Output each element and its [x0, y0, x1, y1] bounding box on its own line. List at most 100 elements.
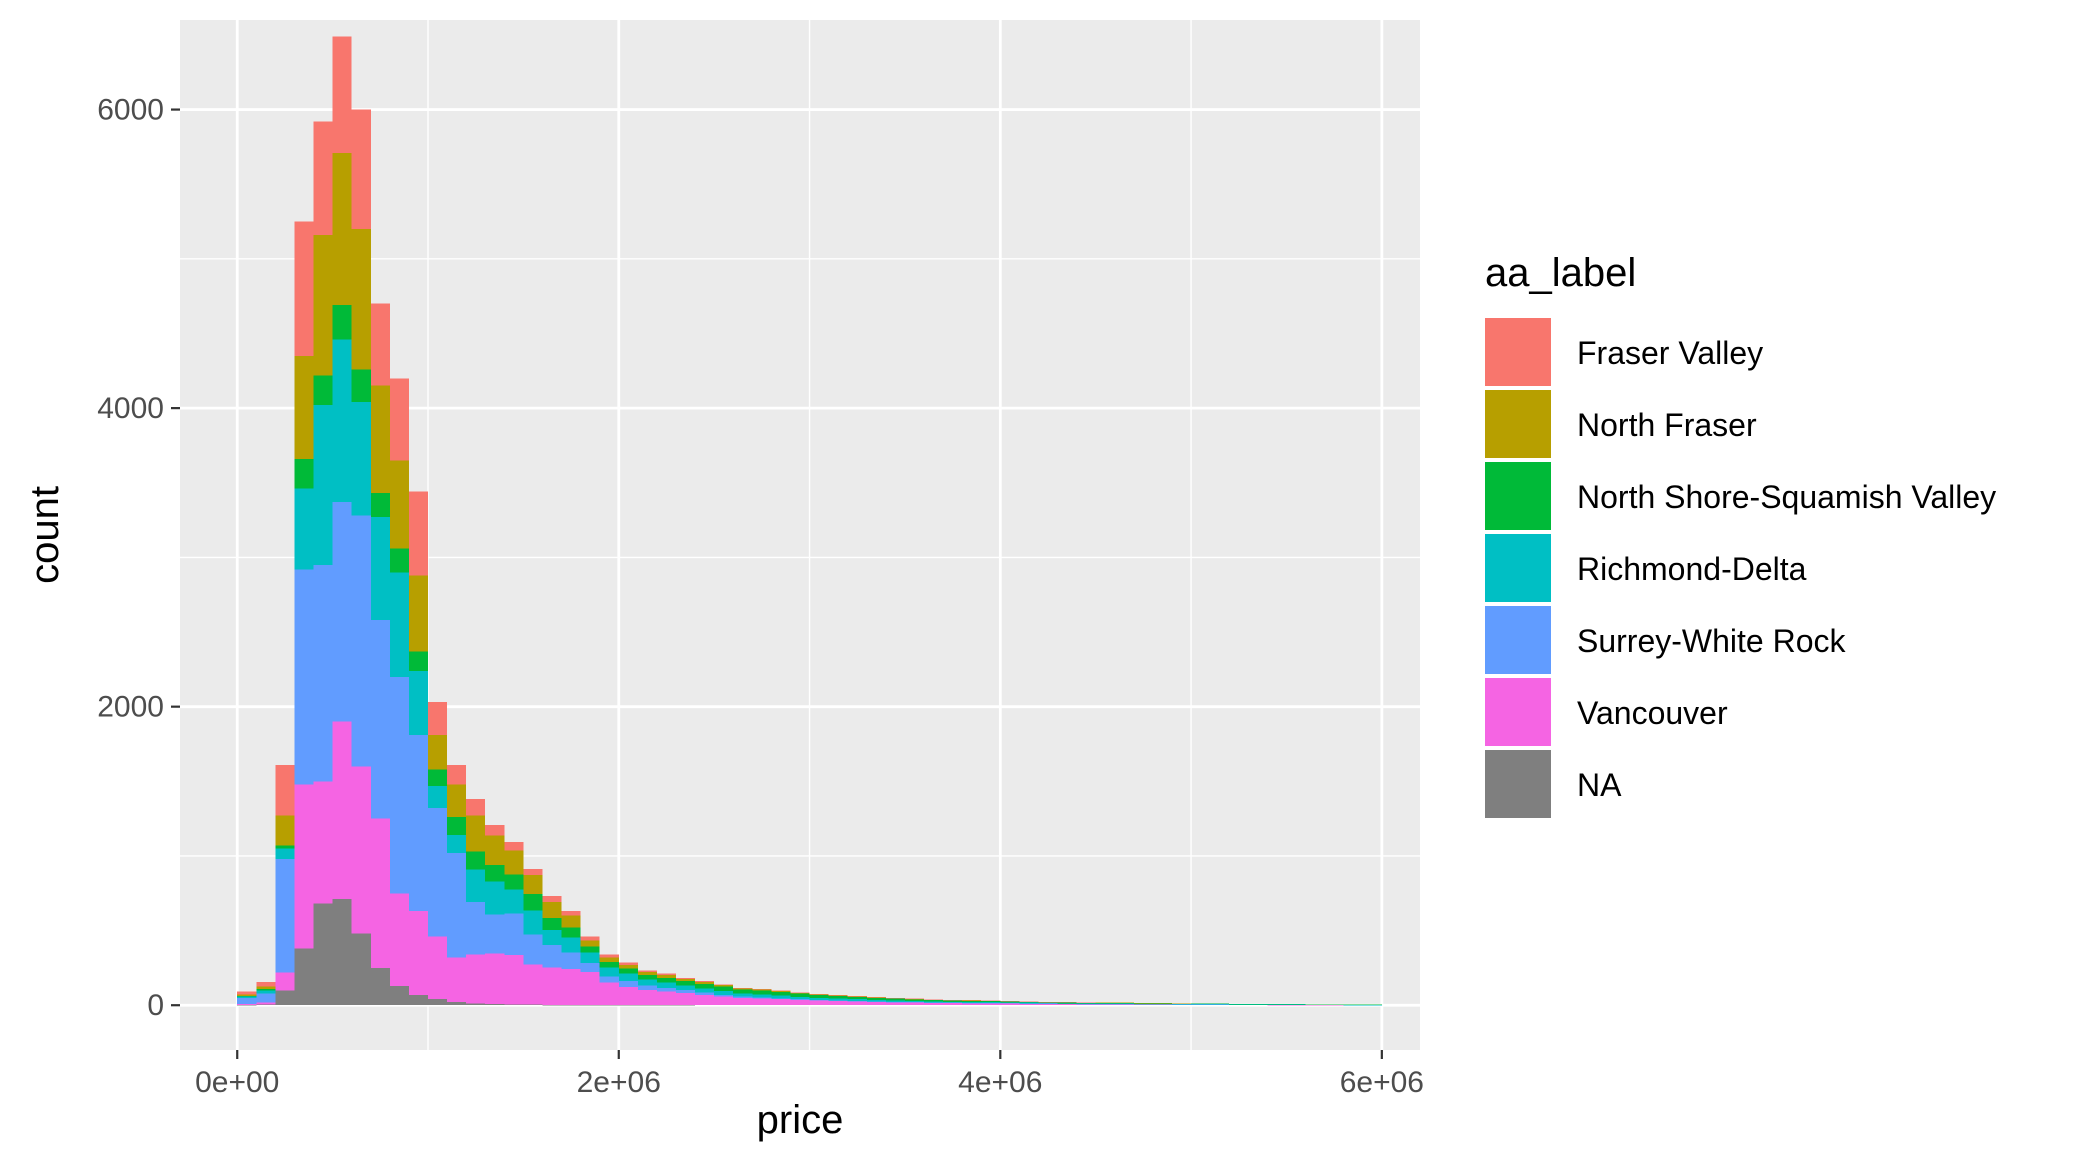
bar-segment: [504, 913, 524, 956]
bar-segment: [523, 868, 543, 875]
bar-segment: [904, 1002, 924, 1003]
bar-segment: [428, 785, 448, 809]
bar-segment: [428, 769, 448, 786]
bar-segment: [256, 993, 276, 1003]
bar-segment: [485, 1004, 505, 1006]
bar-segment: [237, 991, 257, 995]
bar-segment: [237, 994, 257, 996]
bar-segment: [351, 933, 371, 1006]
legend-key: [1485, 390, 1551, 458]
bar-segment: [1362, 1004, 1382, 1006]
bar-segment: [466, 902, 486, 955]
bar-segment: [542, 930, 562, 946]
bar-segment: [943, 1002, 963, 1004]
bar-segment: [733, 996, 753, 998]
bar-segment: [542, 967, 562, 1005]
bar-segment: [351, 766, 371, 934]
legend: Fraser Valley North Fraser North Shore-Squ…: [1485, 318, 1996, 818]
bar-segment: [809, 999, 829, 1001]
bar-segment: [714, 984, 734, 986]
bar-segment: [1057, 1003, 1077, 1005]
bar-segment: [828, 995, 848, 999]
bar-segment: [275, 990, 295, 1006]
y-tick-label: 4000: [97, 392, 164, 425]
bar-segment: [790, 999, 810, 1006]
bar-segment: [1114, 1002, 1134, 1004]
bar-segment: [447, 817, 467, 836]
bar-segment: [523, 964, 543, 1005]
bar-segment: [1248, 1004, 1268, 1005]
bar-segment: [637, 985, 657, 991]
bar-segment: [580, 963, 600, 973]
bar-segment: [1191, 1003, 1211, 1005]
bar-segment: [962, 1000, 982, 1001]
bar-segment: [1114, 1004, 1134, 1005]
bar-segment: [580, 946, 600, 953]
y-tick-label: 2000: [97, 691, 164, 724]
bar-segment: [924, 999, 944, 1000]
bar-segment: [1057, 1003, 1077, 1004]
y-tick-label: 0: [147, 989, 164, 1022]
bar-segment: [1343, 1004, 1363, 1005]
bar-segment: [370, 517, 390, 621]
bar-segment: [1210, 1004, 1230, 1005]
bar-segment: [389, 548, 409, 573]
bar-segment: [771, 991, 791, 996]
bar-segment: [1229, 1003, 1249, 1005]
bar-segment: [466, 851, 486, 870]
bar-segment: [523, 874, 543, 895]
bar-segment: [790, 992, 810, 994]
bar-segment: [828, 998, 848, 1001]
bar-segment: [332, 502, 352, 722]
bar-segment: [408, 651, 428, 671]
bar-segment: [962, 1000, 982, 1002]
bar-segment: [1057, 1002, 1077, 1004]
bar-segment: [523, 894, 543, 911]
bar-segment: [1095, 1003, 1115, 1005]
bar-segment: [389, 893, 409, 986]
legend-key: [1485, 606, 1551, 674]
bar-segment: [637, 1005, 657, 1006]
bar-segment: [294, 458, 314, 489]
bar-segment: [294, 948, 314, 1006]
bar-segment: [695, 983, 715, 989]
bar-segment: [275, 858, 295, 973]
bar-segment: [294, 569, 314, 785]
bar-segment: [1000, 1000, 1020, 1002]
bar-segment: [1133, 1003, 1153, 1005]
bar-segment: [1229, 1004, 1249, 1005]
bar-segment: [695, 982, 715, 984]
bar-segment: [771, 999, 791, 1006]
bar-segment: [866, 999, 886, 1002]
bar-segment: [370, 967, 390, 1006]
bar-segment: [561, 915, 581, 928]
bar-segment: [389, 985, 409, 1006]
bar-segment: [790, 993, 810, 997]
bar-segment: [1019, 1003, 1039, 1004]
bar-segment: [580, 952, 600, 964]
bar-segment: [313, 405, 333, 565]
bar-segment: [561, 969, 581, 1005]
bar-segment: [1324, 1004, 1344, 1005]
bar-segment: [809, 997, 829, 1000]
bar-segment: [962, 1003, 982, 1006]
bar-segment: [714, 986, 734, 992]
bar-segment: [466, 869, 486, 903]
bar-segment: [1019, 1001, 1039, 1002]
bar-segment: [370, 385, 390, 494]
bar-segment: [351, 402, 371, 516]
bar-segment: [599, 957, 619, 962]
bar-segment: [1000, 1003, 1020, 1004]
bar-segment: [370, 303, 390, 386]
bar-segment: [408, 491, 428, 576]
y-tick-label: 6000: [97, 94, 164, 127]
bar-segment: [676, 981, 696, 986]
bar-segment: [771, 990, 791, 992]
bar-segment: [618, 981, 638, 988]
bar-segment: [580, 972, 600, 1005]
bar-segment: [275, 815, 295, 846]
bar-segment: [1324, 1004, 1344, 1006]
bar-segment: [370, 620, 390, 819]
bar-segment: [485, 953, 505, 1005]
bar-segment: [924, 1001, 944, 1003]
